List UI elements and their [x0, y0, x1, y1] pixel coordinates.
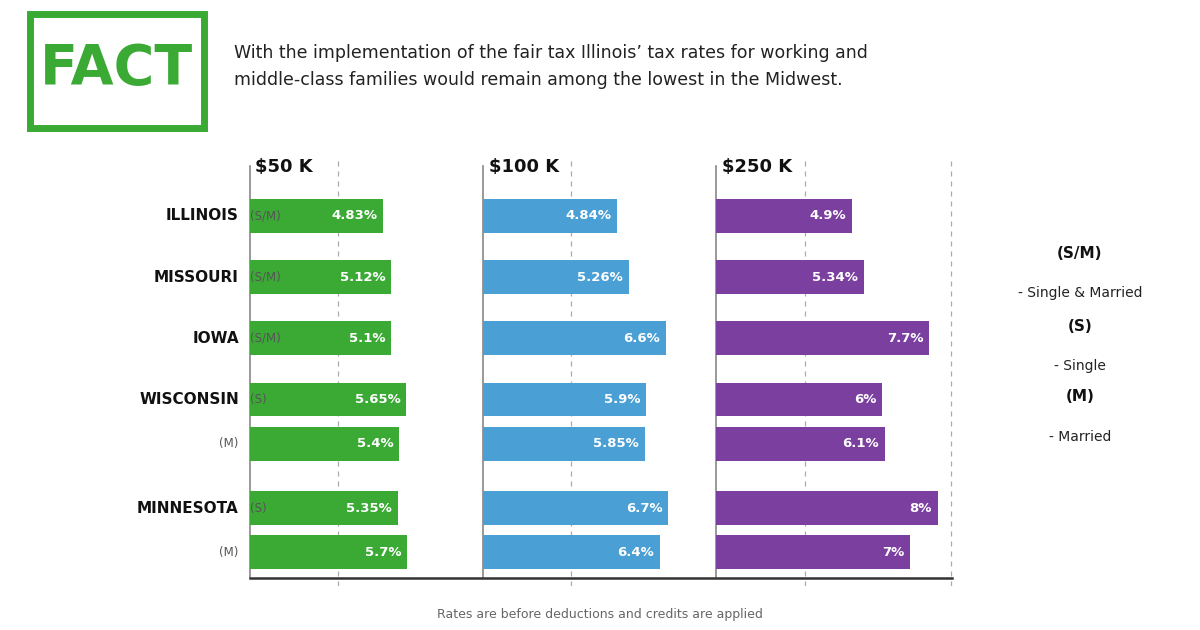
Text: MISSOURI: MISSOURI	[154, 270, 239, 285]
Bar	[482, 260, 629, 294]
Bar	[716, 321, 929, 355]
Bar	[250, 536, 408, 569]
Text: 7%: 7%	[882, 546, 904, 559]
Bar	[716, 491, 937, 525]
Text: 5.26%: 5.26%	[577, 270, 623, 284]
Text: 6%: 6%	[854, 393, 876, 406]
Text: 5.34%: 5.34%	[812, 270, 858, 284]
Text: (S/M): (S/M)	[250, 270, 281, 284]
Text: 8%: 8%	[910, 501, 931, 515]
Text: 5.35%: 5.35%	[347, 501, 392, 515]
Bar	[250, 199, 383, 232]
Text: 5.4%: 5.4%	[356, 437, 394, 450]
Text: 5.7%: 5.7%	[365, 546, 402, 559]
Bar	[482, 383, 647, 416]
Text: FACT: FACT	[40, 42, 193, 96]
Bar	[716, 427, 884, 461]
Text: (S/M): (S/M)	[250, 209, 281, 222]
Text: MINNESOTA: MINNESOTA	[137, 501, 239, 515]
Text: 7.7%: 7.7%	[887, 332, 924, 345]
Text: $100 K: $100 K	[488, 158, 559, 176]
Text: ILLINOIS: ILLINOIS	[166, 209, 239, 223]
Text: 4.84%: 4.84%	[565, 209, 611, 222]
Text: 5.9%: 5.9%	[604, 393, 641, 406]
Text: (S): (S)	[250, 393, 266, 406]
Text: $50 K: $50 K	[256, 158, 313, 176]
Text: 6.6%: 6.6%	[623, 332, 660, 345]
Text: - Married: - Married	[1049, 430, 1111, 444]
Bar	[482, 536, 660, 569]
Text: (S/M): (S/M)	[250, 332, 281, 345]
Text: - Single: - Single	[1054, 359, 1106, 373]
Text: (S/M): (S/M)	[1057, 246, 1103, 261]
Text: $250 K: $250 K	[722, 158, 792, 176]
Bar	[250, 321, 391, 355]
Bar	[482, 199, 617, 232]
Bar	[482, 491, 668, 525]
Bar	[716, 199, 852, 232]
Text: 5.12%: 5.12%	[340, 270, 385, 284]
Text: (M): (M)	[220, 546, 239, 559]
Bar	[482, 321, 666, 355]
Bar	[716, 260, 864, 294]
Bar	[250, 491, 397, 525]
Bar	[716, 383, 882, 416]
Text: 5.65%: 5.65%	[354, 393, 401, 406]
Bar	[250, 427, 400, 461]
Text: 6.1%: 6.1%	[842, 437, 880, 450]
Text: 4.83%: 4.83%	[331, 209, 378, 222]
Text: With the implementation of the fair tax Illinois’ tax rates for working and
midd: With the implementation of the fair tax …	[234, 44, 868, 89]
Text: - Single & Married: - Single & Married	[1018, 286, 1142, 301]
Text: (M): (M)	[1066, 389, 1094, 404]
Bar	[482, 427, 644, 461]
Bar	[250, 260, 391, 294]
Text: 5.1%: 5.1%	[348, 332, 385, 345]
Text: 4.9%: 4.9%	[809, 209, 846, 222]
Text: (S): (S)	[250, 501, 266, 515]
FancyBboxPatch shape	[30, 14, 204, 127]
Text: 6.4%: 6.4%	[618, 546, 654, 559]
Text: (S): (S)	[1068, 319, 1092, 334]
Text: 6.7%: 6.7%	[626, 501, 662, 515]
Text: WISCONSIN: WISCONSIN	[139, 392, 239, 407]
Text: Rates are before deductions and credits are applied: Rates are before deductions and credits …	[437, 607, 763, 621]
Text: (M): (M)	[220, 437, 239, 450]
Text: IOWA: IOWA	[192, 331, 239, 346]
Bar	[250, 383, 406, 416]
Bar	[716, 536, 910, 569]
Text: 5.85%: 5.85%	[593, 437, 640, 450]
